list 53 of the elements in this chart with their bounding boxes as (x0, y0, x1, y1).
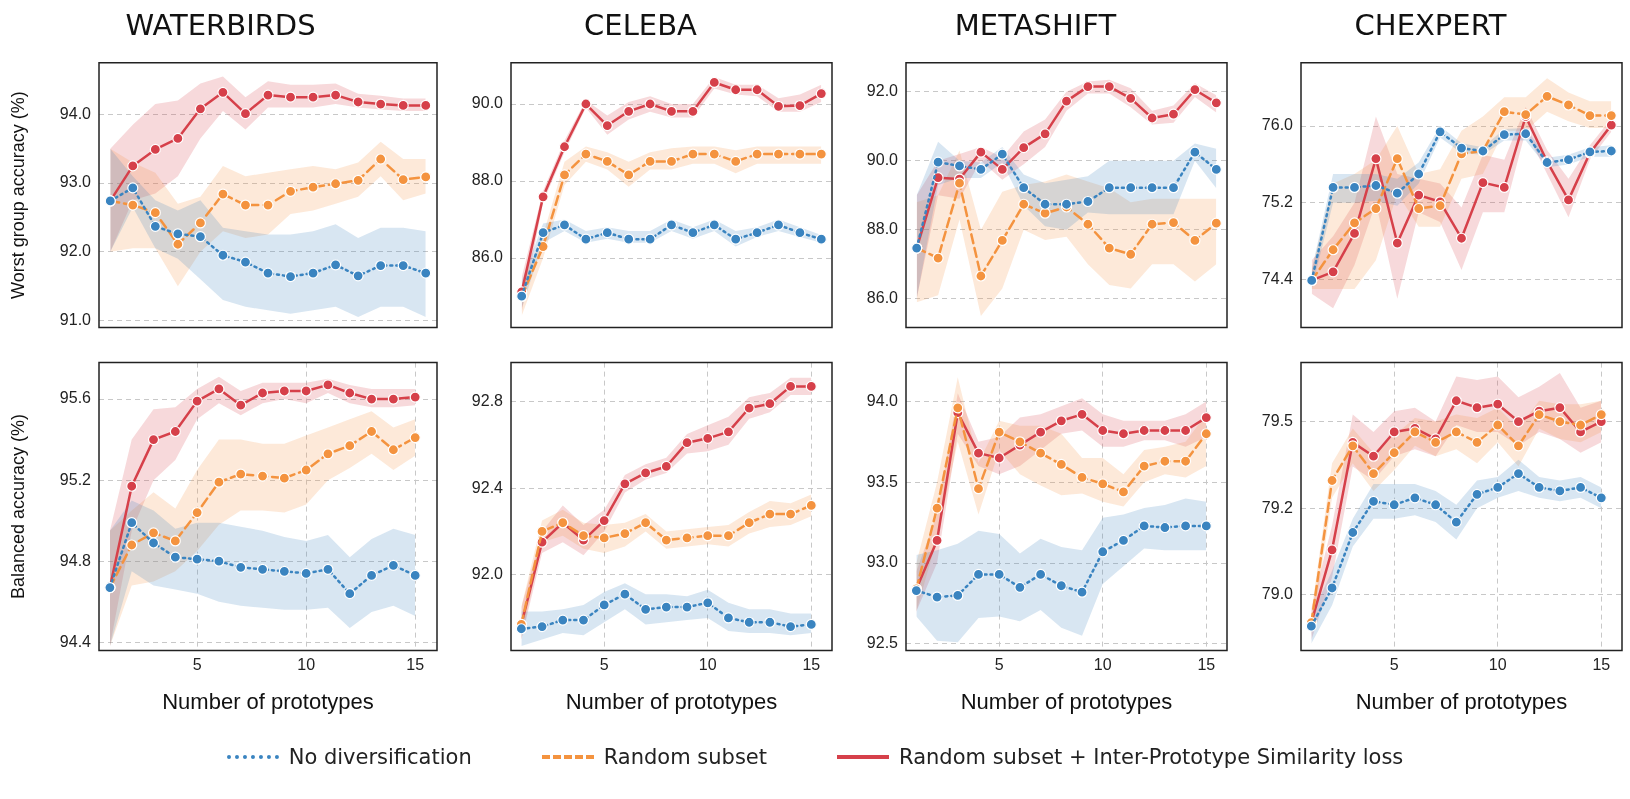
y-axis-title: Balanced accuracy (%) (7, 413, 28, 600)
y-tick-label: 74.4 (1261, 269, 1294, 287)
x-axis-title: Number of prototypes (162, 688, 374, 714)
chart-title: CELEBA (584, 7, 698, 42)
y-tick-label: 94.4 (59, 632, 92, 650)
x-tick-label: 5 (994, 656, 1004, 674)
x-axis-title: Number of prototypes (1355, 688, 1568, 714)
y-tick-label: 90.0 (866, 151, 899, 169)
y-tick-label: 75.2 (1261, 193, 1294, 211)
y-tick-label: 95.6 (59, 389, 92, 407)
y-tick-label: 93.0 (59, 173, 92, 191)
y-tick-label: 91.0 (59, 310, 92, 328)
x-tick-label: 10 (297, 656, 316, 674)
chart-title: CHEXPERT (1354, 7, 1507, 42)
y-tick-label: 86.0 (471, 248, 504, 266)
legend-label: Random subset (603, 745, 768, 769)
x-axis-title: Number of prototypes (960, 688, 1173, 714)
chart-title: WATERBIRDS (125, 7, 316, 42)
x-tick-label: 15 (802, 656, 821, 674)
y-tick-label: 76.0 (1261, 116, 1294, 134)
y-tick-label: 92.8 (471, 391, 504, 409)
y-tick-label: 79.2 (1261, 498, 1294, 516)
y-tick-label: 88.0 (866, 220, 899, 238)
x-tick-label: 5 (192, 656, 202, 674)
y-tick-label: 90.0 (471, 94, 504, 112)
chart-title: METASHIFT (954, 7, 1117, 42)
y-tick-label: 94.0 (59, 104, 92, 122)
legend-label: No diversification (288, 745, 472, 769)
y-tick-label: 95.2 (59, 470, 92, 488)
y-tick-label: 94.8 (59, 551, 92, 569)
x-tick-label: 5 (1389, 656, 1399, 674)
y-tick-label: 94.0 (866, 391, 899, 409)
y-tick-label: 86.0 (866, 289, 899, 307)
y-tick-label: 79.5 (1261, 411, 1294, 429)
y-tick-label: 79.0 (1261, 585, 1294, 603)
y-tick-label: 92.0 (59, 242, 92, 260)
x-tick-label: 5 (599, 656, 609, 674)
y-tick-label: 92.0 (471, 565, 504, 583)
x-tick-label: 15 (1592, 656, 1611, 674)
legend-label: Random subset + Inter-Prototype Similarity loss (899, 745, 1404, 769)
x-axis-title: Number of prototypes (565, 688, 778, 714)
y-tick-label: 92.4 (471, 478, 504, 496)
y-axis-title: Worst group accuracy (%) (7, 91, 28, 299)
y-tick-label: 92.0 (866, 82, 899, 100)
x-tick-label: 15 (406, 656, 425, 674)
y-tick-label: 88.0 (471, 171, 504, 189)
x-tick-label: 10 (1488, 656, 1507, 674)
x-tick-label: 10 (1093, 656, 1112, 674)
x-tick-label: 10 (698, 656, 717, 674)
y-tick-label: 93.5 (866, 472, 899, 490)
x-tick-label: 15 (1197, 656, 1216, 674)
y-tick-label: 92.5 (866, 634, 899, 652)
y-tick-label: 93.0 (866, 553, 899, 571)
